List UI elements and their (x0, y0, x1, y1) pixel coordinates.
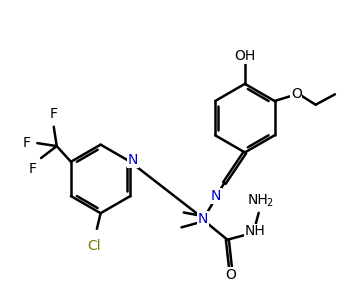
Text: F: F (50, 107, 58, 121)
Text: 2: 2 (266, 198, 272, 208)
Text: F: F (29, 162, 37, 176)
Text: NH: NH (245, 225, 265, 239)
Text: N: N (128, 153, 138, 167)
Text: F: F (23, 136, 30, 150)
Text: NH: NH (248, 193, 268, 207)
Text: O: O (291, 87, 302, 101)
Text: Cl: Cl (87, 239, 101, 253)
Text: N: N (211, 189, 221, 203)
Text: O: O (225, 268, 236, 282)
Text: OH: OH (234, 49, 256, 63)
Text: N: N (198, 212, 208, 226)
